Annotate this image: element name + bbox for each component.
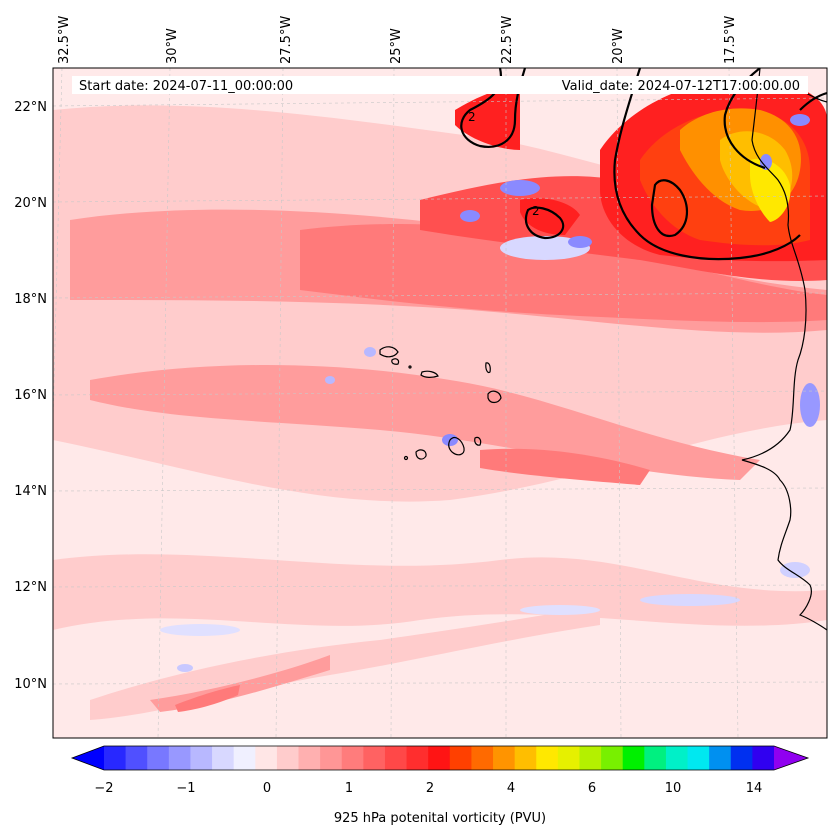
lon-label: 25°W: [389, 28, 404, 64]
colorbar-segment: [493, 746, 516, 770]
latitude-labels: 22°N 20°N 18°N 16°N 14°N 12°N 10°N: [14, 100, 47, 692]
colorbar-segment: [428, 746, 451, 770]
start-date-label: Start date: 2024-07-11_00:00:00: [79, 79, 293, 94]
colorbar-segment: [320, 746, 343, 770]
colorbar-tick: 4: [507, 781, 515, 796]
colorbar-segment: [536, 746, 559, 770]
colorbar-segment: [709, 746, 732, 770]
colorbar-segment: [104, 746, 127, 770]
colorbar-outline: [70, 745, 810, 771]
colorbar-segment: [168, 746, 191, 770]
lat-label: 10°N: [14, 677, 47, 692]
map-panel: 2 2: [53, 68, 827, 738]
colorbar-tick: 14: [746, 781, 763, 796]
colorbar-segment: [384, 746, 408, 770]
lon-label: 30°W: [165, 28, 180, 64]
colorbar-segment: [730, 746, 753, 770]
contour-label: 2: [468, 110, 476, 124]
colorbar-tick: −1: [176, 781, 195, 796]
cabo-verde-islands: [379, 346, 502, 461]
colorbar-segment: [471, 746, 494, 770]
longitude-labels: 32.5°W 30°W 27.5°W 25°W 22.5°W 20°W 17.5…: [57, 16, 738, 64]
gridlines: [53, 68, 827, 738]
colorbar-segment: [233, 746, 256, 770]
lat-label: 20°N: [14, 196, 47, 211]
contour-labels: 2 2: [468, 110, 540, 218]
map-frame: [52, 67, 828, 739]
colorbar-ticks: −2 −1 0 1 2 4 6 10 14: [94, 781, 762, 796]
colorbar-tick: 10: [665, 781, 682, 796]
date-header-box: [72, 76, 808, 94]
colorbar-segment: [601, 746, 624, 770]
colorbar-tick: −2: [94, 781, 113, 796]
colorbar-segment: [687, 746, 710, 770]
pv-shading-strong: [455, 79, 827, 262]
colorbar-min-arrow: [72, 746, 104, 770]
lon-label: 17.5°W: [723, 16, 738, 64]
lat-label: 12°N: [14, 580, 47, 595]
lat-label: 14°N: [14, 484, 47, 499]
colorbar-segment: [298, 746, 321, 770]
colorbar-tick: 6: [588, 781, 596, 796]
colorbar-segment: [622, 746, 645, 770]
lon-label: 22.5°W: [500, 16, 515, 64]
colorbar-tick: 1: [345, 781, 353, 796]
lon-label: 32.5°W: [57, 16, 72, 64]
colorbar-segment: [190, 746, 213, 770]
colorbar-label: 925 hPa potenital vorticity (PVU): [334, 811, 546, 826]
colorbar-segment: [752, 746, 775, 770]
colorbar-segment: [125, 746, 148, 770]
contour-label: 2: [532, 204, 540, 218]
lat-label: 16°N: [14, 388, 47, 403]
colorbar-segment: [579, 746, 602, 770]
colorbar-segment: [147, 746, 170, 770]
colorbar-segment: [644, 746, 667, 770]
colorbar-segment: [665, 746, 689, 770]
colorbar-segment: [363, 746, 386, 770]
pv-shading-salmon: [175, 224, 827, 712]
colorbar-segment: [406, 746, 429, 770]
colorbar-segment: [255, 746, 278, 770]
colorbar-segment: [514, 746, 537, 770]
lat-label: 18°N: [14, 292, 47, 307]
colorbar-max-arrow: [774, 746, 808, 770]
colorbar-tick: 0: [263, 781, 271, 796]
valid-date-label: Valid_date: 2024-07-12T17:00:00.00: [562, 79, 800, 94]
colorbar: [70, 745, 810, 771]
colorbar-segment: [341, 746, 364, 770]
colorbar-segment: [212, 746, 235, 770]
colorbar-segment: [276, 746, 300, 770]
colorbar-segment: [449, 746, 472, 770]
lon-label: 20°W: [611, 28, 626, 64]
lon-label: 27.5°W: [279, 16, 294, 64]
lat-label: 22°N: [14, 100, 47, 115]
colorbar-segment: [557, 746, 580, 770]
colorbar-tick: 2: [426, 781, 434, 796]
